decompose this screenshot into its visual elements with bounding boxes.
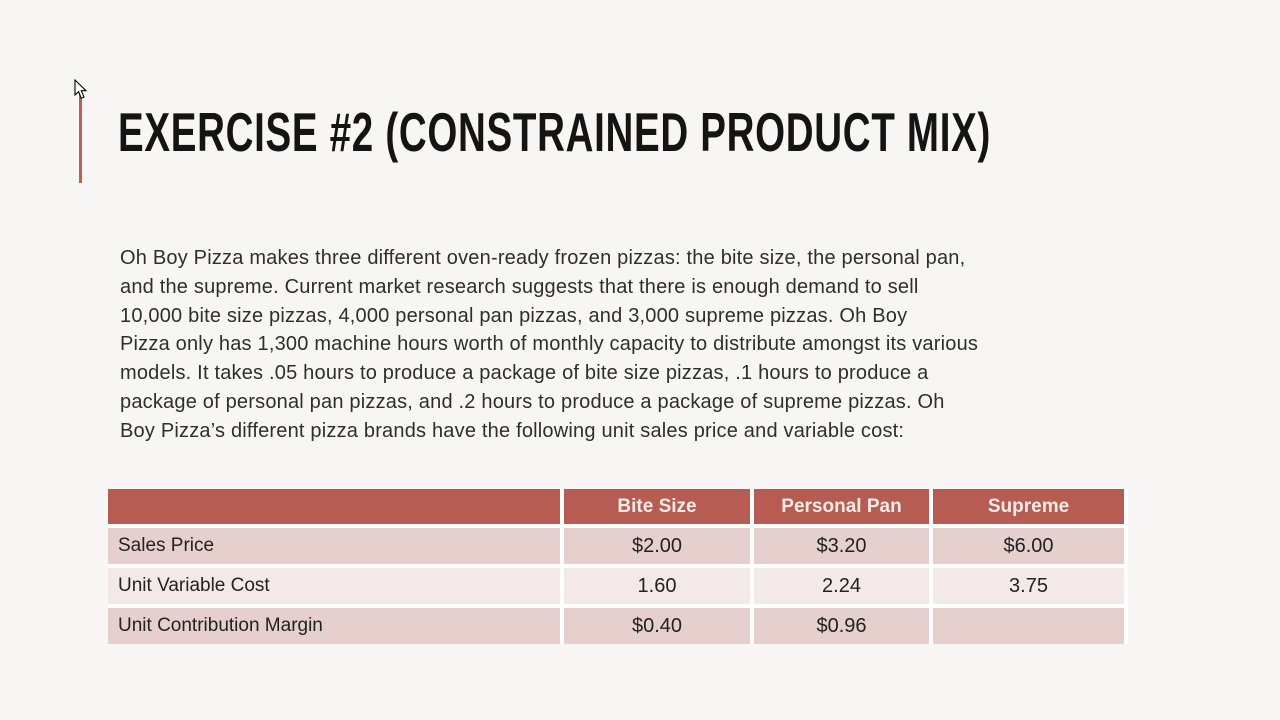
paragraph-line: and the supreme. Current market research…	[120, 275, 919, 298]
pizza-table: Bite Size Personal Pan Supreme Sales Pri…	[108, 489, 1128, 644]
paragraph-line: Boy Pizza’s different pizza brands have …	[120, 419, 905, 442]
table-cell-unit-variable-cost-bite-size: 1.60	[564, 568, 750, 604]
table-cell-unit-variable-cost-personal-pan: 2.24	[754, 568, 929, 604]
paragraph-line: Oh Boy Pizza makes three different oven-…	[120, 247, 966, 269]
table-header-empty	[108, 489, 560, 524]
table-cell-unit-contribution-margin-bite-size: $0.40	[564, 608, 750, 644]
table-cell-sales-price-supreme: $6.00	[933, 528, 1124, 564]
paragraph-line: Pizza only has 1,300 machine hours worth…	[120, 333, 979, 356]
table-header-personal-pan: Personal Pan	[754, 489, 929, 524]
paragraph-line: 10,000 bite size pizzas, 4,000 personal …	[120, 304, 908, 327]
table-cell-unit-contribution-margin-personal-pan: $0.96	[754, 608, 929, 644]
body-paragraph: Oh Boy Pizza makes three different oven-…	[120, 244, 1140, 446]
table-row-label-sales-price: Sales Price	[108, 528, 560, 564]
table-row-label-unit-variable-cost: Unit Variable Cost	[108, 568, 560, 604]
table-header-bite-size: Bite Size	[564, 489, 750, 524]
accent-line	[79, 93, 82, 183]
table-cell-unit-variable-cost-supreme: 3.75	[933, 568, 1124, 604]
table-row-label-unit-contribution-margin: Unit Contribution Margin	[108, 608, 560, 644]
table-cell-sales-price-bite-size: $2.00	[564, 528, 750, 564]
paragraph-line: models. It takes .05 hours to produce a …	[120, 362, 929, 385]
table-header-supreme: Supreme	[933, 489, 1124, 524]
slide-title: EXERCISE #2 (CONSTRAINED PRODUCT MIX)	[118, 101, 991, 163]
paragraph-line: package of personal pan pizzas, and .2 h…	[120, 390, 945, 413]
table-cell-sales-price-personal-pan: $3.20	[754, 528, 929, 564]
table-cell-unit-contribution-margin-supreme	[933, 608, 1124, 644]
